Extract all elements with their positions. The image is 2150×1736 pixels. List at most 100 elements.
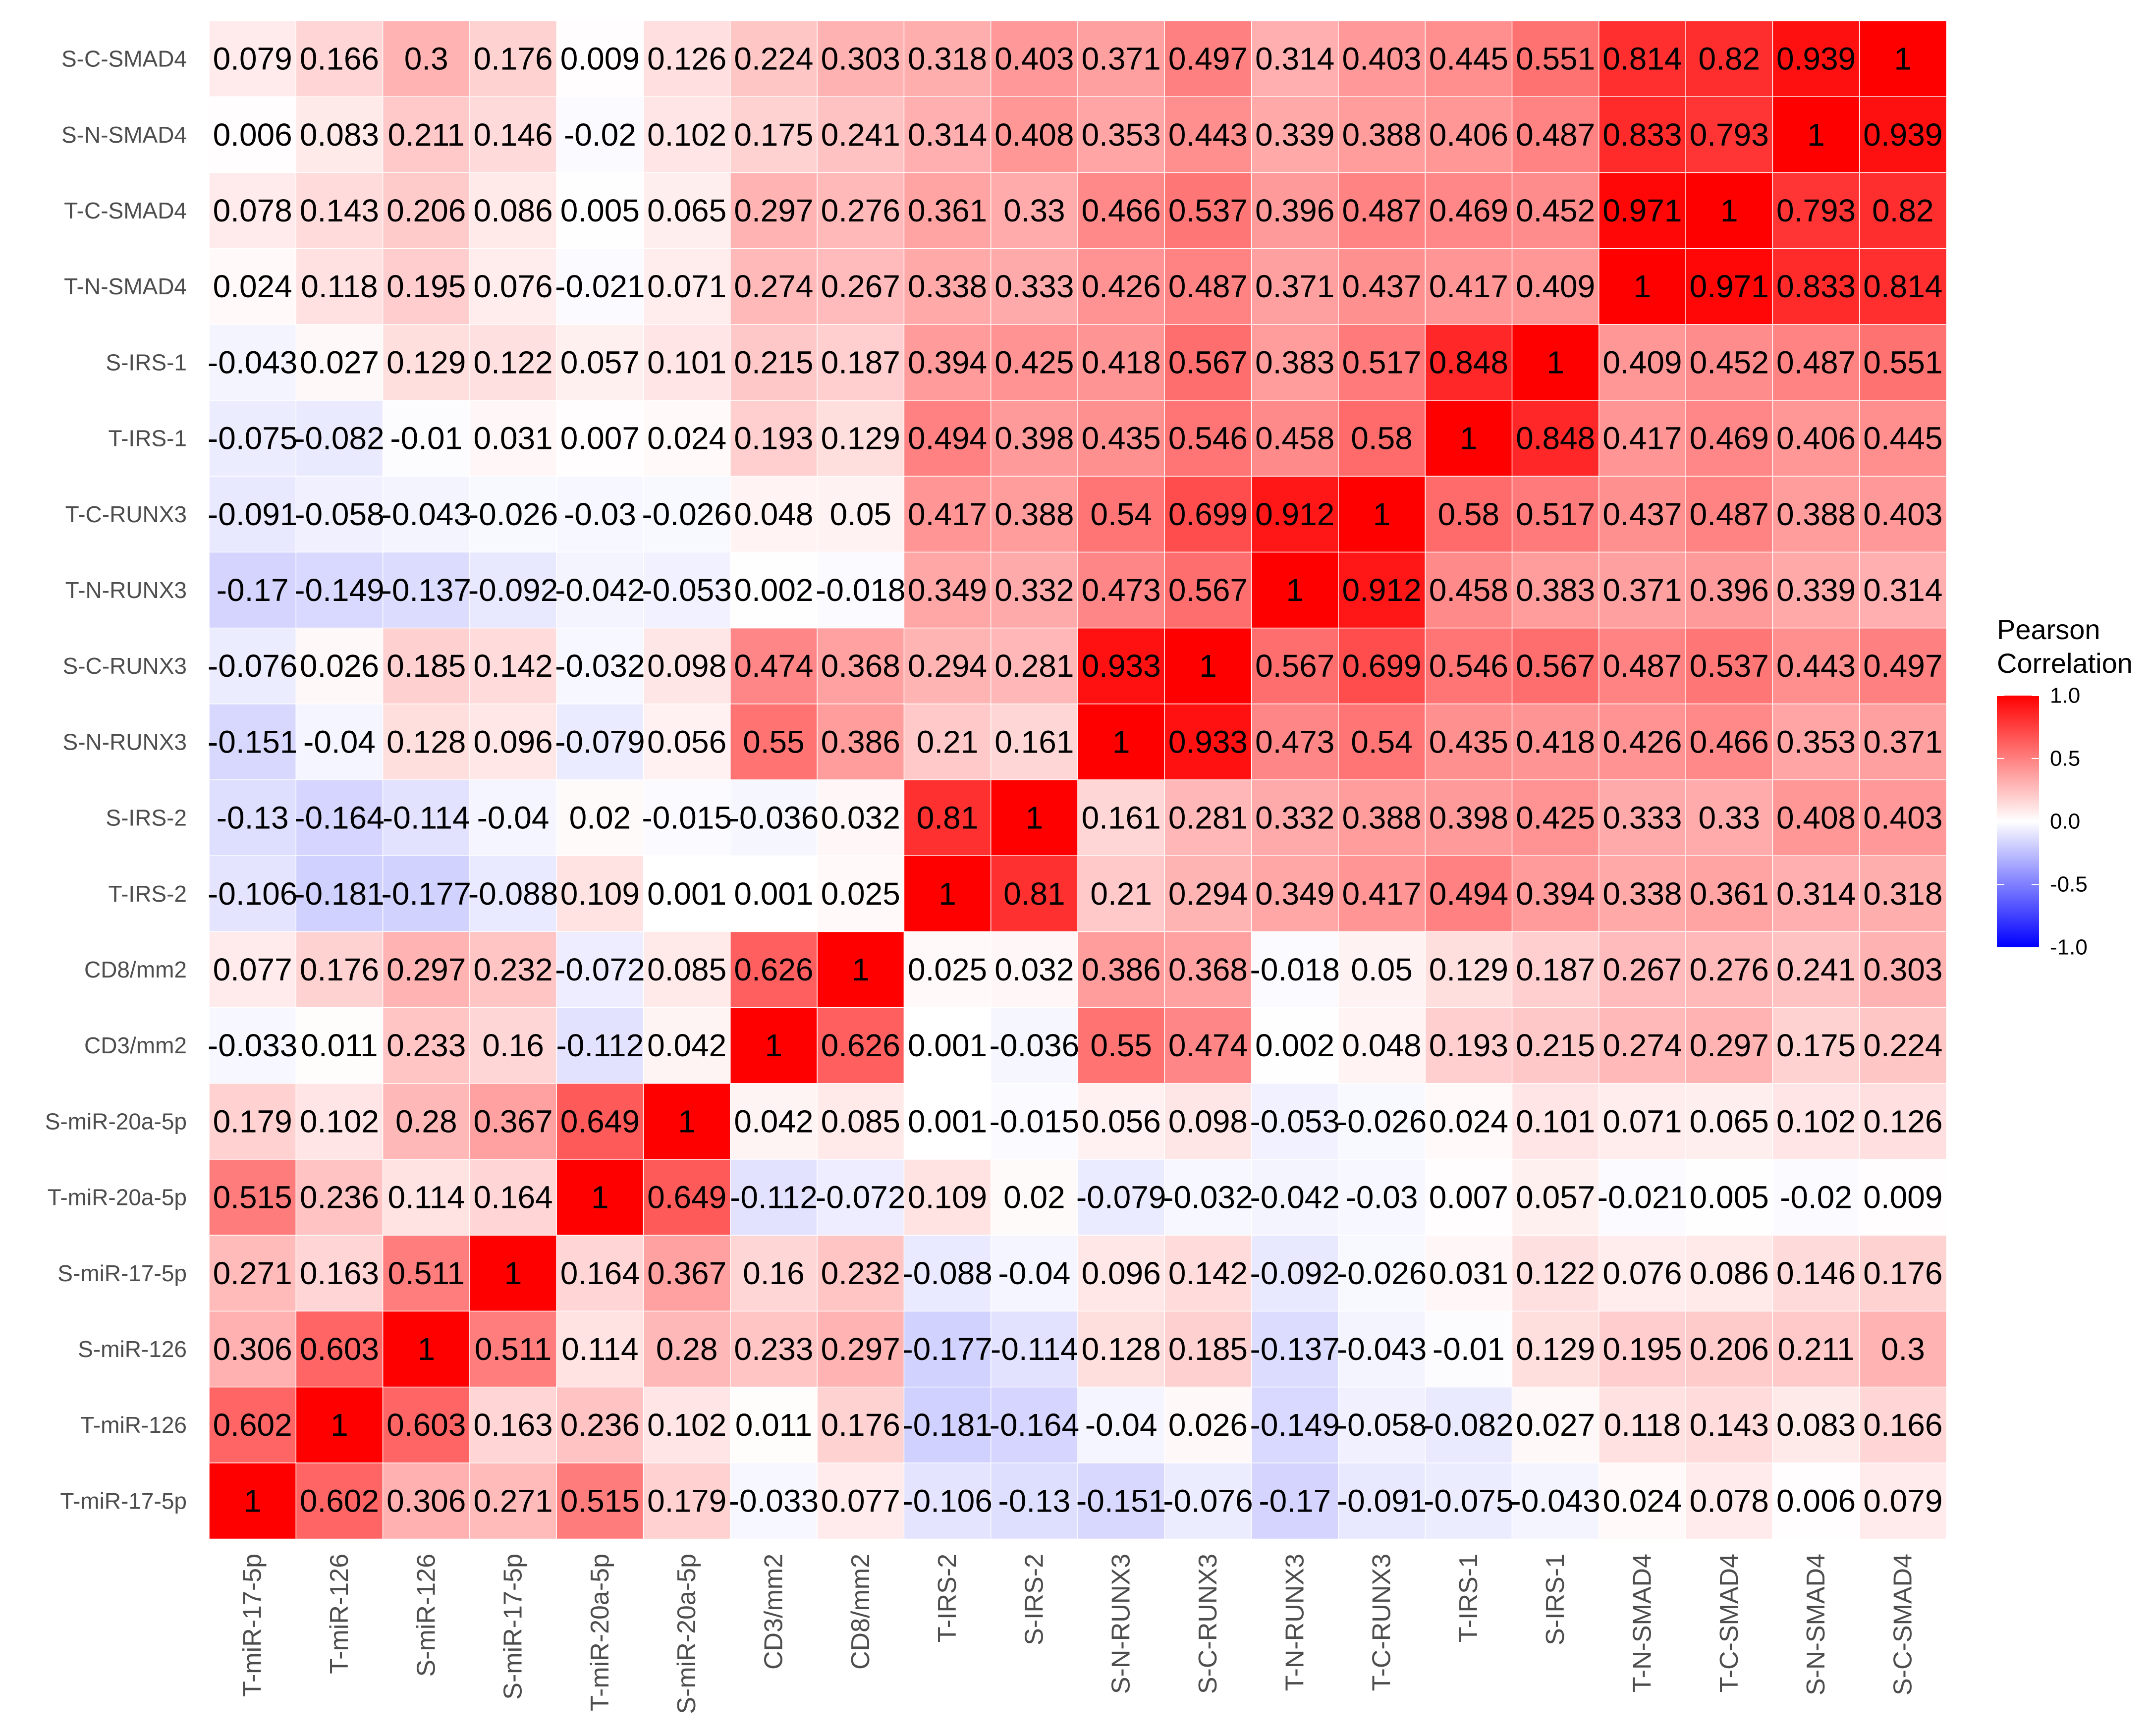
cell-value-label: -0.076 <box>1163 1483 1253 1519</box>
cell-value-label: 0.396 <box>1255 193 1334 228</box>
cell-value-label: 0.281 <box>994 648 1074 684</box>
cell-value-label: 0.515 <box>213 1180 292 1215</box>
cell-value-label: 0.232 <box>821 1255 900 1291</box>
heatmap-cell-t-n-runx3-cd8-mm2 <box>817 551 905 629</box>
cell-value-label: 0.05 <box>829 496 891 532</box>
cell-value-label: 1 <box>1546 344 1564 380</box>
heatmap-cell-s-mir-20a-5p-s-n-smad4 <box>1772 1083 1860 1160</box>
x-tick-label-s-n-smad4: S-N-SMAD4 <box>1802 1554 1830 1695</box>
heatmap-cell-s-irs-1-cd8-mm2 <box>817 324 905 401</box>
cell-value-label: 0.026 <box>1168 1407 1248 1443</box>
cell-value-label: 0.458 <box>1255 421 1334 456</box>
heatmap-cell-t-c-smad4-s-irs-1 <box>1511 172 1600 249</box>
heatmap-cell-s-mir-126-t-n-runx3 <box>1251 1310 1339 1388</box>
heatmap-cell-s-n-smad4-cd8-mm2 <box>817 96 905 173</box>
cell-value-label: 0.371 <box>1602 572 1682 608</box>
cell-value-label: 0.971 <box>1690 269 1769 304</box>
heatmap-cell-t-mir-20a-5p-s-n-smad4 <box>1772 1159 1860 1236</box>
heatmap-cell-cd3-mm2-t-mir-20a-5p <box>556 1007 644 1085</box>
heatmap-cell-t-c-smad4-t-irs-1 <box>1425 172 1513 249</box>
cell-value-label: -0.032 <box>555 648 645 684</box>
heatmap-cell-t-c-smad4-s-n-runx3 <box>1077 172 1165 249</box>
cell-value-label: 0.466 <box>1082 193 1161 228</box>
legend-tick-label: 0.5 <box>2050 747 2080 771</box>
heatmap-cell-t-c-runx3-s-n-runx3 <box>1077 476 1165 553</box>
cell-value-label: 0.474 <box>734 648 813 684</box>
heatmap-cell-s-irs-1-t-n-smad4 <box>1599 324 1687 401</box>
heatmap-cell-s-mir-17-5p-s-c-smad4 <box>1859 1235 1947 1312</box>
heatmap-cell-s-mir-126-s-n-runx3 <box>1077 1310 1165 1388</box>
heatmap-cell-t-mir-20a-5p-t-mir-126 <box>295 1159 384 1236</box>
cell-value-label: -0.033 <box>208 1028 297 1063</box>
heatmap-cell-s-c-smad4-s-mir-126 <box>382 20 471 98</box>
cell-value-label: 0.215 <box>1516 1028 1595 1063</box>
heatmap-cell-s-mir-17-5p-t-n-runx3 <box>1251 1235 1339 1312</box>
heatmap-cell-s-irs-2-t-n-runx3 <box>1251 779 1339 857</box>
cell-value-label: 0.271 <box>473 1483 552 1519</box>
heatmap-cell-t-irs-2-s-irs-1 <box>1511 855 1600 932</box>
heatmap-cell-s-irs-2-t-mir-126 <box>295 779 384 857</box>
heatmap-cell-t-n-runx3-s-c-runx3 <box>1164 551 1252 629</box>
cell-value-label: -0.106 <box>902 1483 992 1519</box>
cell-value-label: 0.551 <box>1516 41 1595 77</box>
cell-value-label: 0.314 <box>908 117 987 153</box>
cell-value-label: 0.211 <box>388 117 465 153</box>
heatmap-cell-s-c-runx3-s-c-smad4 <box>1859 627 1947 705</box>
cell-value-label: 0.086 <box>473 193 552 228</box>
x-tick-label-s-c-smad4: S-C-SMAD4 <box>1888 1554 1917 1695</box>
heatmap-cell-s-irs-1-cd3-mm2 <box>730 324 818 401</box>
cell-value-label: 1 <box>1373 496 1391 532</box>
cell-value-label: 0.814 <box>1863 269 1942 304</box>
cell-value-label: -0.149 <box>1250 1407 1340 1443</box>
heatmap-cell-t-c-smad4-t-irs-2 <box>903 172 992 249</box>
cell-value-label: 0.109 <box>560 876 640 912</box>
cell-value-label: 0.833 <box>1776 269 1856 304</box>
heatmap-cell-s-mir-17-5p-t-c-runx3 <box>1338 1235 1426 1312</box>
heatmap-cell-t-irs-1-cd3-mm2 <box>730 400 818 477</box>
heatmap-cell-s-mir-126-s-mir-20a-5p <box>643 1310 731 1388</box>
heatmap-cell-t-irs-1-s-mir-20a-5p <box>643 400 731 477</box>
heatmap-cell-values: 0.079 0.166 0.3 0.176 0.009 0.126 0.224 0.303 0.… <box>208 41 1943 1519</box>
cell-value-label: 1 <box>244 1483 262 1519</box>
heatmap-cell-t-mir-17-5p-s-irs-1 <box>1511 1463 1600 1540</box>
cell-value-label: 1 <box>938 876 956 912</box>
y-tick-label-t-mir-20a-5p: T-miR-20a-5p <box>48 1185 187 1210</box>
cell-value-label: 0.469 <box>1429 193 1508 228</box>
heatmap-cell-t-mir-20a-5p-s-irs-2 <box>990 1159 1079 1236</box>
heatmap-cell-t-n-runx3-t-mir-20a-5p <box>556 551 644 629</box>
heatmap-cell-t-c-runx3-t-c-smad4 <box>1685 476 1773 553</box>
heatmap-cell-t-n-runx3-s-mir-126 <box>382 551 471 629</box>
heatmap-cell-t-irs-1-s-irs-2 <box>990 400 1079 477</box>
cell-value-label: 1 <box>1286 572 1304 608</box>
heatmap-cell-cd8-mm2-t-n-smad4 <box>1599 931 1687 1008</box>
cell-value-label: 0.82 <box>1872 193 1934 228</box>
y-tick-label-s-n-smad4: S-N-SMAD4 <box>61 122 187 148</box>
heatmap-cell-t-c-runx3-t-irs-1 <box>1425 476 1513 553</box>
cell-value-label: 0.814 <box>1602 41 1682 77</box>
heatmap-cell-t-c-smad4-cd3-mm2 <box>730 172 818 249</box>
cell-value-label: 0.3 <box>404 41 448 77</box>
heatmap-cell-s-mir-17-5p-t-irs-2 <box>903 1235 992 1312</box>
cell-value-label: 0.294 <box>908 648 987 684</box>
heatmap-cell-t-c-smad4-t-mir-126 <box>295 172 384 249</box>
cell-value-label: 0.185 <box>1168 1331 1248 1367</box>
heatmap-cell-cd8-mm2-s-irs-2 <box>990 931 1079 1008</box>
cell-value-label: -0.033 <box>729 1483 819 1519</box>
heatmap-cell-t-irs-2-t-c-runx3 <box>1338 855 1426 932</box>
cell-value-label: 0.079 <box>1863 1483 1942 1519</box>
cell-value-label: -0.043 <box>382 496 471 532</box>
cell-value-label: 0.371 <box>1863 724 1942 760</box>
cell-value-label: -0.026 <box>1337 1255 1427 1291</box>
cell-value-label: 0.024 <box>213 269 292 304</box>
heatmap-cell-t-mir-126-cd8-mm2 <box>817 1386 905 1464</box>
cell-value-label: 0.54 <box>1351 724 1413 760</box>
cell-value-label: 0.452 <box>1690 344 1769 380</box>
heatmap-cell-t-n-smad4-s-irs-1 <box>1511 248 1600 326</box>
cell-value-label: -0.026 <box>642 496 731 532</box>
cell-value-label: -0.106 <box>208 876 297 912</box>
heatmap-cell-t-irs-1-s-n-smad4 <box>1772 400 1860 477</box>
cell-value-label: 0.267 <box>1602 952 1682 987</box>
cell-value-label: 0.233 <box>734 1331 813 1367</box>
cell-value-label: -0.091 <box>208 496 297 532</box>
cell-value-label: 0.16 <box>743 1255 805 1291</box>
